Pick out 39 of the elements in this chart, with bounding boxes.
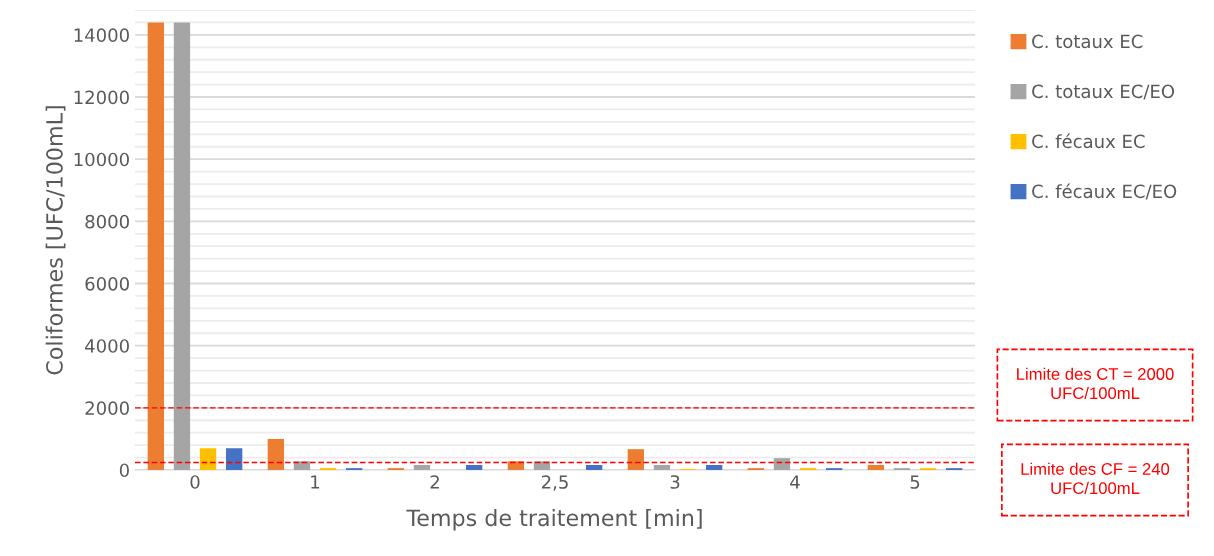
- x-axis-title: Temps de traitement [min]: [406, 509, 702, 531]
- bar: [533, 461, 551, 470]
- bar: [465, 465, 483, 470]
- bar: [653, 465, 671, 470]
- bar: [705, 465, 723, 470]
- bar: [173, 22, 191, 470]
- x-tick-label: 2,5: [541, 475, 568, 491]
- y-tick-label: 2000: [85, 401, 129, 415]
- y-tick-label: 4000: [85, 339, 129, 353]
- bar: [585, 465, 603, 470]
- y-axis-title: Coliformes [UFC/100mL]: [45, 106, 66, 375]
- bar: [199, 448, 217, 470]
- legend-label: C. totaux EC: [1032, 34, 1143, 49]
- y-tick-label: 8000: [85, 214, 129, 229]
- y-tick-label: 10000: [74, 152, 129, 167]
- x-tick-label: 4: [790, 475, 800, 489]
- x-tick-label: 3: [670, 475, 680, 489]
- y-tick-label: 12000: [74, 90, 129, 105]
- y-tick-label: 0: [119, 463, 129, 478]
- bar: [267, 438, 285, 470]
- x-tick-label: 2: [430, 475, 439, 489]
- bar: [147, 22, 165, 470]
- ref-line-label: Limite des CF = 240 UFC/100mL: [1021, 462, 1170, 495]
- legend-label: C. fécaux EC/EO: [1032, 183, 1177, 200]
- x-tick-label: 5: [910, 475, 920, 489]
- bar: [627, 449, 645, 470]
- legend-label: C. totaux EC/EO: [1032, 84, 1175, 100]
- ref-line-label: Limite des CT = 2000 UFC/100mL: [1017, 367, 1174, 400]
- y-tick-label: 6000: [85, 276, 129, 291]
- bar: [773, 458, 791, 470]
- bar: [507, 461, 525, 470]
- bar: [867, 465, 885, 470]
- x-tick-label: 1: [311, 475, 320, 489]
- x-tick-label: 0: [190, 475, 200, 489]
- y-tick-label: 14000: [74, 28, 129, 42]
- bar: [225, 448, 243, 470]
- legend-label: C. fécaux EC: [1032, 133, 1145, 149]
- bar: [413, 465, 431, 470]
- bar: [293, 461, 311, 470]
